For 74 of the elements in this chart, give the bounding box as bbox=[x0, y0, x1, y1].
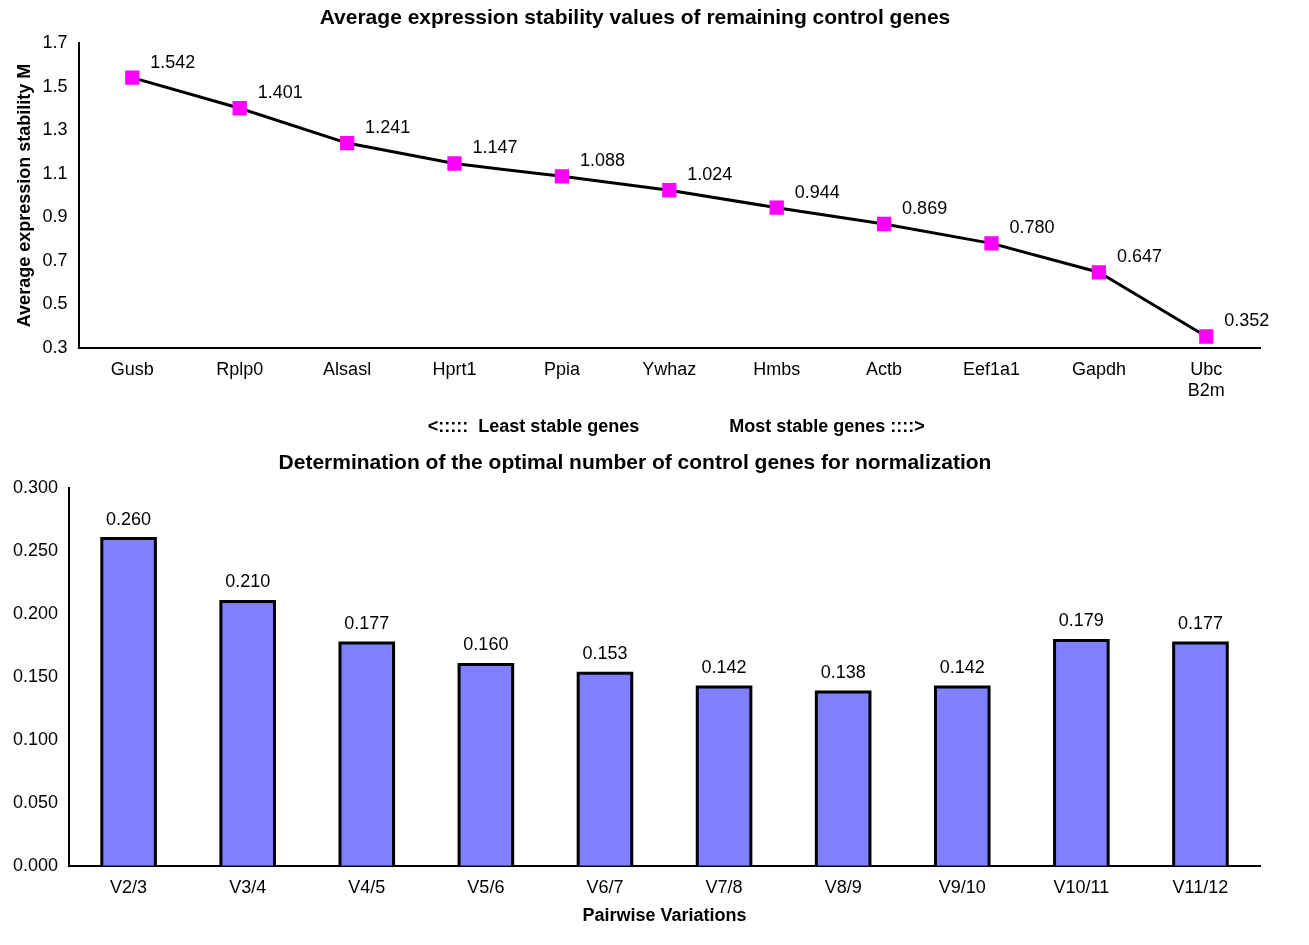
x-tick-label: Eef1a1 bbox=[962, 358, 1021, 379]
data-label: 1.147 bbox=[472, 137, 518, 158]
y-tick-label: 1.3 bbox=[42, 119, 68, 140]
data-label: 1.241 bbox=[365, 117, 411, 138]
point bbox=[1199, 329, 1214, 344]
x-tick-label: Hprt1 bbox=[432, 358, 477, 379]
data-label: 0.869 bbox=[902, 197, 948, 218]
data-label: 1.542 bbox=[150, 51, 196, 72]
data-label: 1.024 bbox=[687, 164, 733, 185]
x-tick-label: V5/6 bbox=[467, 876, 505, 897]
y-tick-label: 1.5 bbox=[42, 75, 68, 96]
data-label: 0.153 bbox=[582, 643, 628, 664]
y-tick-label: 0.150 bbox=[13, 665, 59, 686]
data-label: 0.177 bbox=[344, 612, 390, 633]
y-tick-label: 0.050 bbox=[13, 791, 59, 812]
y-tick-label: 0.000 bbox=[13, 854, 59, 875]
point bbox=[984, 236, 999, 251]
y-tick-label: 1.1 bbox=[42, 162, 68, 183]
point bbox=[447, 156, 462, 171]
x-tick-label: Rplp0 bbox=[216, 358, 264, 379]
text: Most stable genes ::::> bbox=[729, 415, 925, 436]
data-label: 0.179 bbox=[1058, 610, 1104, 631]
point bbox=[339, 135, 355, 151]
data-label: 0.352 bbox=[1224, 310, 1270, 331]
data-label: 1.088 bbox=[579, 150, 625, 171]
point bbox=[554, 169, 570, 184]
y-tick-label: 0.7 bbox=[42, 249, 68, 270]
data-label: 0.142 bbox=[939, 657, 985, 678]
data-label: 0.260 bbox=[106, 508, 152, 529]
data-label: 0.647 bbox=[1116, 246, 1162, 267]
y-axis-title: Average expression stability M bbox=[13, 63, 34, 328]
x-tick-label: Ubc B2m bbox=[1187, 358, 1225, 401]
x-tick-label: Alsasl bbox=[323, 358, 372, 379]
y-tick-label: 0.9 bbox=[42, 206, 68, 227]
x-tick-label: V4/5 bbox=[348, 876, 386, 897]
point bbox=[232, 101, 247, 116]
data-label: 0.944 bbox=[794, 181, 840, 202]
point bbox=[876, 216, 892, 232]
y-tick-label: 0.5 bbox=[42, 293, 68, 314]
x-axis-title: Pairwise Variations bbox=[582, 905, 747, 926]
x-tick-label: V7/8 bbox=[705, 876, 743, 897]
y-tick-label: 0.300 bbox=[13, 477, 59, 498]
x-tick-label: V6/7 bbox=[586, 876, 624, 897]
point bbox=[769, 200, 784, 215]
chart-title: Average expression stability values of remaining control genes bbox=[319, 5, 951, 29]
point bbox=[662, 183, 677, 198]
y-tick-label: 0.250 bbox=[13, 540, 59, 561]
x-tick-label: Ywhaz bbox=[642, 358, 697, 379]
y-tick-label: 0.200 bbox=[13, 603, 59, 624]
text: <::::: Least stable genes bbox=[427, 415, 640, 436]
x-tick-label: V2/3 bbox=[110, 876, 148, 897]
x-tick-label: Actb bbox=[866, 358, 903, 379]
x-tick-label: V10/11 bbox=[1053, 876, 1110, 897]
x-tick-label: V8/9 bbox=[824, 876, 862, 897]
x-tick-label: V3/4 bbox=[229, 876, 267, 897]
data-label: 0.160 bbox=[463, 634, 509, 655]
data-label: 0.177 bbox=[1177, 612, 1223, 633]
y-tick-label: 0.3 bbox=[42, 336, 68, 357]
data-label: 0.138 bbox=[820, 662, 866, 683]
point bbox=[1091, 265, 1107, 280]
x-tick-label: Hmbs bbox=[753, 358, 801, 379]
data-label: 1.401 bbox=[257, 82, 303, 103]
x-tick-label: V11/12 bbox=[1172, 876, 1229, 897]
y-tick-label: 1.7 bbox=[42, 32, 68, 53]
data-label: 0.210 bbox=[225, 571, 271, 592]
x-tick-label: Ppia bbox=[543, 358, 581, 379]
chart-title: Determination of the optimal number of control genes for normalization bbox=[278, 450, 992, 474]
x-tick-label: Gapdh bbox=[1071, 358, 1126, 379]
point bbox=[125, 70, 140, 85]
data-label: 0.780 bbox=[1009, 217, 1055, 238]
x-tick-label: Gusb bbox=[110, 358, 154, 379]
data-label: 0.142 bbox=[701, 657, 747, 678]
y-tick-label: 0.100 bbox=[13, 728, 59, 749]
x-tick-label: V9/10 bbox=[938, 876, 986, 897]
